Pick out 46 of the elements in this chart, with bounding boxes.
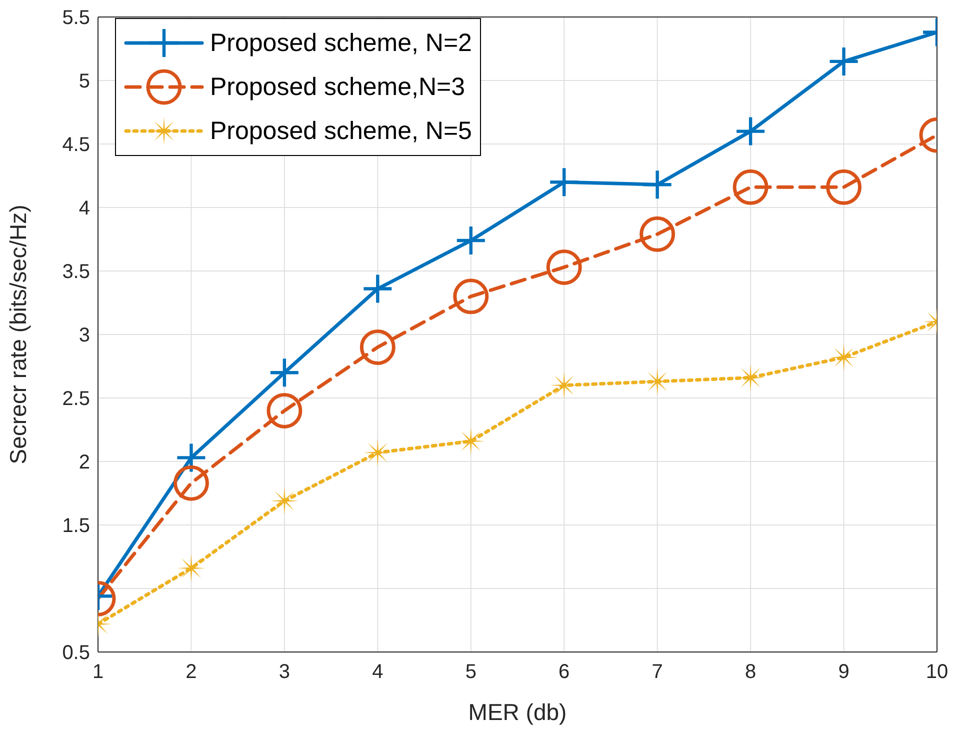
legend-label: Proposed scheme, N=5 <box>210 116 472 146</box>
point <box>550 168 578 196</box>
y-tick-label: 2 <box>78 452 90 474</box>
point <box>456 427 485 456</box>
point <box>270 486 298 515</box>
point <box>830 47 858 76</box>
y-tick-label: 5 <box>78 70 90 93</box>
x-tick-label: 2 <box>186 661 197 684</box>
x-tick-label: 10 <box>926 661 948 684</box>
y-tick-label: 1.5 <box>62 515 90 538</box>
point <box>173 465 209 501</box>
x-tick-label: 8 <box>744 661 756 684</box>
y-tick-label: 3 <box>78 324 90 347</box>
x-tick-label: 9 <box>838 661 850 684</box>
point <box>732 169 768 205</box>
point <box>266 392 302 428</box>
point <box>364 274 392 303</box>
legend-label: Proposed scheme,N=3 <box>210 72 466 102</box>
y-tick-label: 0.5 <box>62 642 90 664</box>
x-tick-label: 4 <box>372 661 384 684</box>
point <box>360 329 396 365</box>
x-tick-label: 6 <box>558 661 570 684</box>
y-tick-label: 4.5 <box>62 134 90 156</box>
point <box>177 554 206 582</box>
x-tick-label: 3 <box>278 661 290 684</box>
point <box>830 343 858 372</box>
x-axis-title: MER (db) <box>468 699 567 725</box>
y-tick-label: 3.5 <box>62 261 90 284</box>
point <box>456 226 485 255</box>
x-tick-label: 1 <box>92 661 104 684</box>
y-tick-label: 5.5 <box>62 7 90 30</box>
x-tick-label: 7 <box>652 661 663 684</box>
point <box>640 216 676 252</box>
y-tick-label: 2.5 <box>62 388 90 410</box>
y-tick-label: 4 <box>78 198 90 220</box>
legend-label: Proposed scheme, N=2 <box>210 28 472 58</box>
x-tick-label: 5 <box>465 661 476 684</box>
point <box>643 170 672 199</box>
point <box>736 117 765 146</box>
point <box>364 438 392 467</box>
point <box>270 358 298 387</box>
point <box>453 278 489 314</box>
point <box>546 249 582 285</box>
point <box>177 444 206 472</box>
y-axis-title: Secrecr rate (bits/sec/Hz) <box>5 204 32 464</box>
point <box>826 169 862 205</box>
